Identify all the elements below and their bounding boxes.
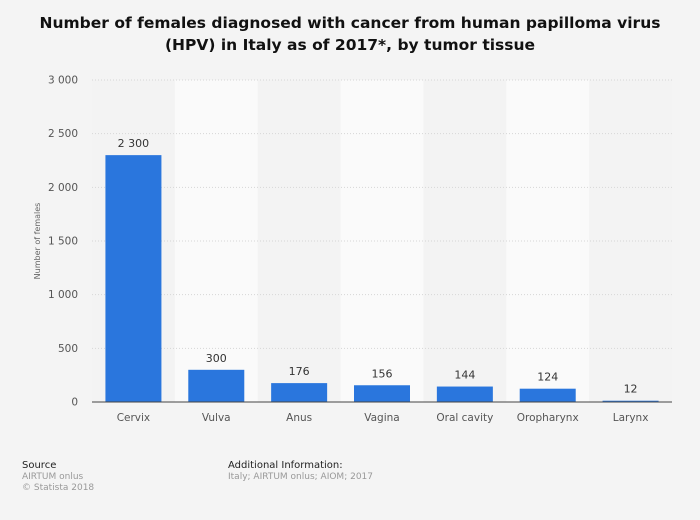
x-tick-label: Oral cavity (436, 412, 493, 424)
bar-anus (271, 383, 328, 402)
bar-oral-cavity (436, 386, 493, 402)
chart-title-line1: Number of females diagnosed with cancer … (39, 14, 661, 32)
bar-vulva (188, 369, 245, 402)
copyright-text: © Statista 2018 (22, 483, 95, 493)
y-tick-label: 2 500 (48, 128, 78, 140)
data-label: 144 (454, 369, 475, 382)
bar-larynx (602, 400, 659, 402)
x-tick-label: Cervix (117, 412, 150, 424)
data-label: 176 (289, 365, 310, 378)
x-tick-label: Larynx (613, 412, 649, 424)
additional-info-heading: Additional Information: (228, 460, 343, 471)
data-label: 2 300 (118, 137, 150, 150)
y-tick-label: 0 (71, 397, 78, 409)
y-tick-label: 3 000 (48, 75, 78, 87)
data-label: 156 (372, 367, 393, 380)
data-label: 300 (206, 352, 227, 365)
data-label: 12 (624, 383, 638, 396)
y-tick-label: 1 500 (48, 236, 78, 248)
y-axis-label: Number of females (33, 203, 42, 280)
source-heading: Source (22, 460, 57, 471)
y-tick-label: 2 000 (48, 182, 78, 194)
additional-info-block: Additional Information: Italy; AIRTUM on… (228, 460, 373, 483)
y-tick-label: 500 (58, 343, 78, 355)
bar-vagina (354, 385, 410, 402)
chart-title-line2: (HPV) in Italy as of 2017*, by tumor tis… (164, 36, 536, 54)
x-tick-label: Oropharynx (517, 412, 579, 424)
x-tick-label: Vagina (364, 412, 399, 424)
chart-title: Number of females diagnosed with cancer … (20, 12, 680, 56)
y-tick-label: 1 000 (48, 289, 78, 301)
x-tick-label: Vulva (202, 412, 231, 424)
additional-info-text: Italy; AIRTUM onlus; AIOM; 2017 (228, 472, 373, 482)
bar-oropharynx (519, 388, 576, 402)
source-block: Source AIRTUM onlus © Statista 2018 (22, 460, 94, 494)
bar-cervix (105, 155, 162, 402)
data-label: 124 (537, 371, 558, 384)
source-text: AIRTUM onlus (22, 472, 84, 482)
plot-band (340, 80, 424, 402)
x-tick-label: Anus (286, 412, 312, 424)
